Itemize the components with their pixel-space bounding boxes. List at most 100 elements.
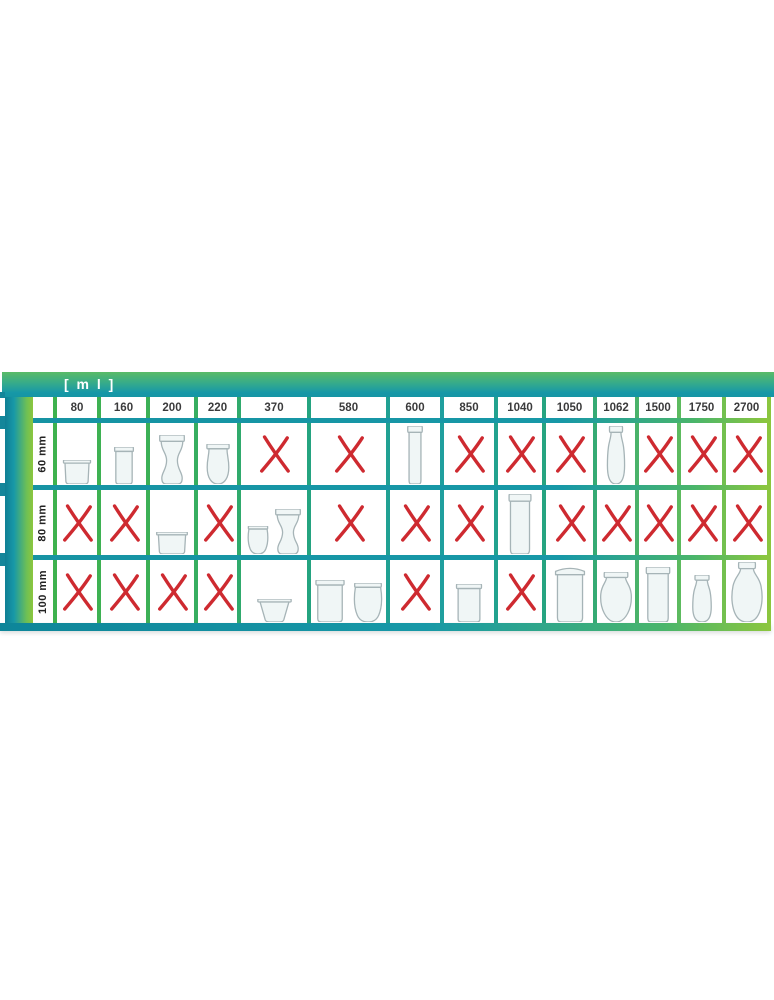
- header-gradient-bar: [2, 372, 774, 397]
- x-mark-icon: [398, 571, 432, 613]
- cell-100mm-200: [150, 560, 194, 623]
- jar-bottle-icon: [688, 575, 716, 622]
- cell-100mm-1750: [681, 560, 722, 623]
- jar-cyl-icon: [643, 567, 673, 622]
- cell-80mm-160: [101, 490, 146, 555]
- jar-bigbottle-icon: [727, 562, 767, 622]
- x-mark-icon: [503, 433, 537, 475]
- corner-cell: [33, 397, 53, 418]
- cell-80mm-200: [150, 490, 194, 555]
- jar-bottle-icon: [603, 426, 629, 484]
- row-divider: [33, 555, 767, 560]
- jar-cyl-icon: [112, 447, 136, 484]
- cell-60mm-1500: [639, 423, 677, 485]
- column-header-1500: 1500: [639, 397, 677, 418]
- cell-100mm-370: [241, 560, 307, 623]
- x-mark-icon: [452, 433, 486, 475]
- cell-80mm-580: [311, 490, 386, 555]
- jar-mold-icon: [155, 532, 189, 554]
- bottom-gradient-bar: [0, 623, 771, 631]
- cell-80mm-1050: [546, 490, 593, 555]
- x-mark-icon: [257, 433, 291, 475]
- x-mark-icon: [60, 571, 94, 613]
- cell-80mm-1062: [597, 490, 635, 555]
- row-divider: [33, 418, 767, 423]
- x-mark-icon: [685, 502, 719, 544]
- cell-100mm-1040: [498, 560, 542, 623]
- cell-100mm-1500: [639, 560, 677, 623]
- cell-80mm-80: [57, 490, 97, 555]
- column-header-220: 220: [198, 397, 237, 418]
- x-mark-icon: [503, 571, 537, 613]
- row-header-100mm: 100 mm: [33, 560, 53, 623]
- cell-100mm-1050: [546, 560, 593, 623]
- jar-bowl-icon: [256, 599, 293, 622]
- x-mark-icon: [553, 433, 587, 475]
- edge-tab: [0, 553, 5, 566]
- x-mark-icon: [155, 571, 189, 613]
- x-mark-icon: [60, 502, 94, 544]
- cell-80mm-220: [198, 490, 237, 555]
- cell-80mm-850: [444, 490, 494, 555]
- cell-60mm-580: [311, 423, 386, 485]
- cell-100mm-80: [57, 560, 97, 623]
- jar-tulip-sm-icon: [203, 444, 233, 484]
- cell-80mm-1500: [639, 490, 677, 555]
- row-divider: [33, 485, 767, 490]
- cell-80mm-600: [390, 490, 440, 555]
- x-mark-icon: [201, 502, 235, 544]
- cell-100mm-600: [390, 560, 440, 623]
- column-header-1750: 1750: [681, 397, 722, 418]
- cell-60mm-1050: [546, 423, 593, 485]
- x-mark-icon: [730, 502, 764, 544]
- row-header-60mm: 60 mm: [33, 423, 53, 485]
- column-header-600: 600: [390, 397, 440, 418]
- row-header-label: 100 mm: [37, 569, 50, 614]
- row-header-label: 60 mm: [37, 435, 50, 473]
- cell-60mm-2700: [726, 423, 767, 485]
- cell-60mm-850: [444, 423, 494, 485]
- cell-100mm-220: [198, 560, 237, 623]
- cell-80mm-1750: [681, 490, 722, 555]
- cell-60mm-1062: [597, 423, 635, 485]
- column-header-370: 370: [241, 397, 307, 418]
- cell-60mm-80: [57, 423, 97, 485]
- x-mark-icon: [452, 502, 486, 544]
- column-header-2700: 2700: [726, 397, 767, 418]
- column-header-850: 850: [444, 397, 494, 418]
- jar-size-table: 80 160 200 220 370 580 600 850 1040 1050 1062 1500 1…: [33, 397, 771, 623]
- cell-60mm-200: [150, 423, 194, 485]
- jar-cyl-icon: [312, 580, 348, 622]
- column-header-80: 80: [57, 397, 97, 418]
- x-mark-icon: [730, 433, 764, 475]
- x-mark-icon: [332, 433, 366, 475]
- cell-60mm-1040: [498, 423, 542, 485]
- x-mark-icon: [641, 433, 675, 475]
- left-gradient-bar: [5, 397, 33, 630]
- jar-tulip-icon: [597, 572, 635, 622]
- cell-60mm-1750: [681, 423, 722, 485]
- jar-cyl-icon: [506, 494, 534, 554]
- cell-60mm-600: [390, 423, 440, 485]
- x-mark-icon: [398, 502, 432, 544]
- size-matrix-panel: [ m l ] 80 160 200 220 370 580 600 850 1040 1050 1…: [0, 371, 774, 637]
- x-mark-icon: [685, 433, 719, 475]
- x-mark-icon: [553, 502, 587, 544]
- column-header-160: 160: [101, 397, 146, 418]
- column-header-1040: 1040: [498, 397, 542, 418]
- jar-corolle-icon: [157, 435, 187, 484]
- jar-cyl-lid-icon: [551, 567, 589, 622]
- cell-60mm-370: [241, 423, 307, 485]
- column-header-200: 200: [150, 397, 194, 418]
- cell-60mm-220: [198, 423, 237, 485]
- column-header-1050: 1050: [546, 397, 593, 418]
- cell-60mm-160: [101, 423, 146, 485]
- cell-100mm-580: [311, 560, 386, 623]
- edge-tab: [0, 416, 5, 429]
- jar-cyl-icon: [453, 584, 485, 622]
- x-mark-icon: [641, 502, 675, 544]
- jar-round-icon: [350, 583, 386, 622]
- cell-80mm-2700: [726, 490, 767, 555]
- jar-round-icon: [245, 526, 271, 554]
- x-mark-icon: [332, 502, 366, 544]
